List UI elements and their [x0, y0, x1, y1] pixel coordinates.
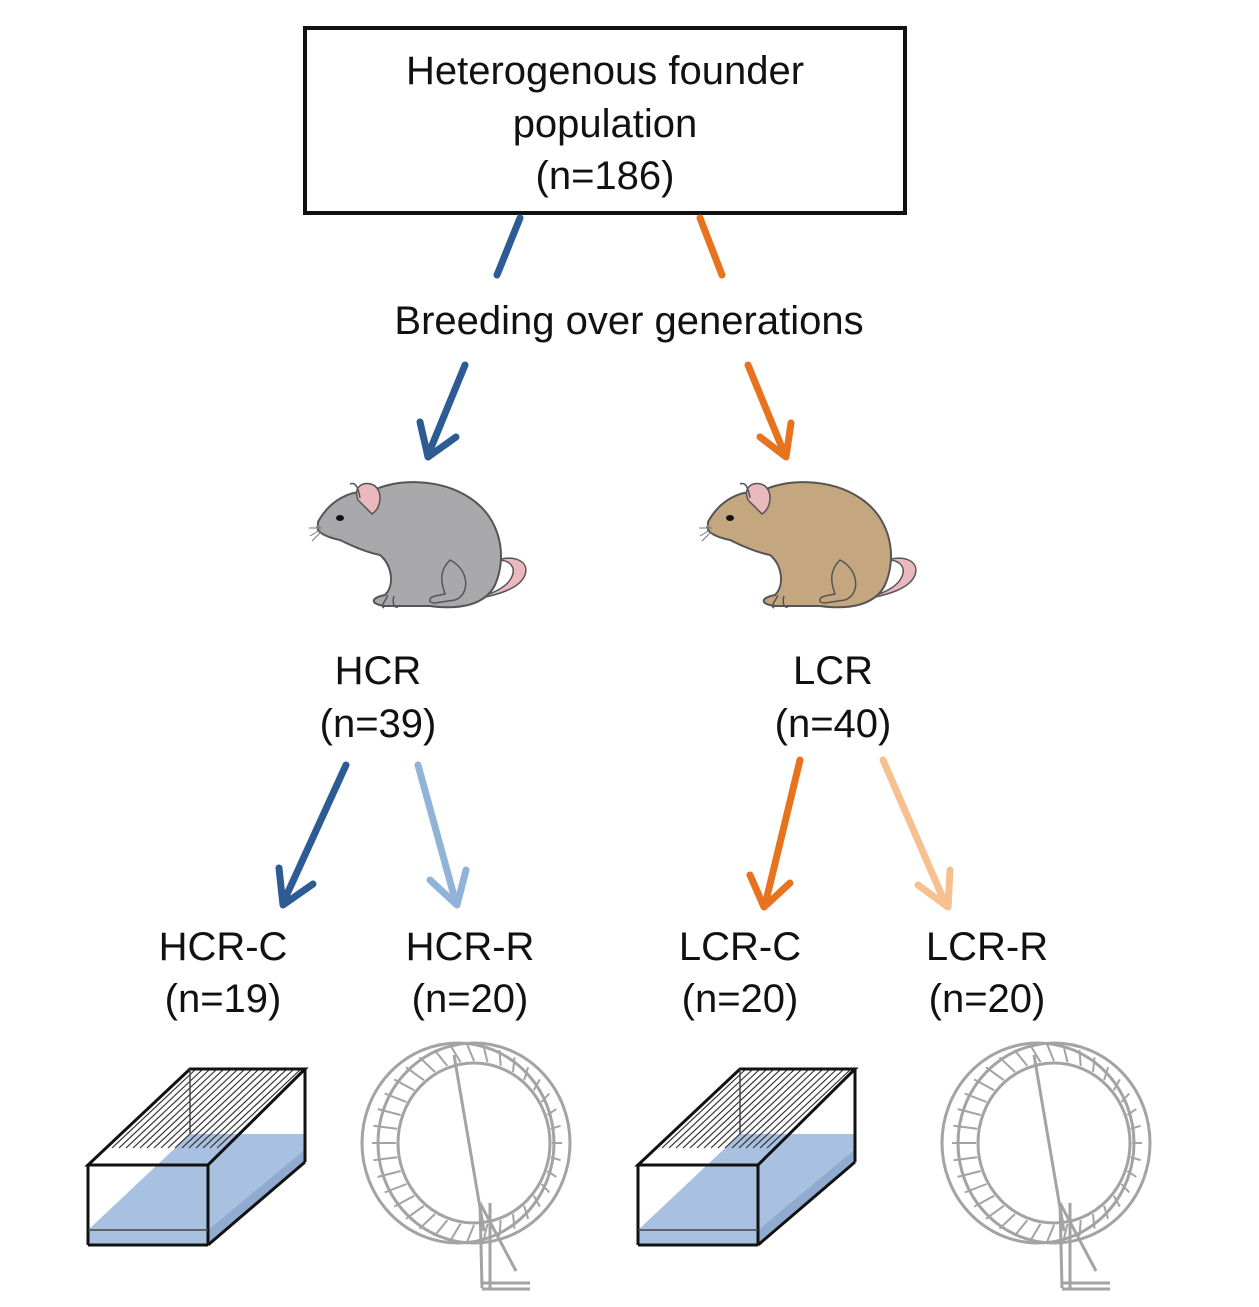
hcr-c-count: (n=19): [165, 977, 282, 1021]
lcr-r-count: (n=20): [929, 977, 1046, 1021]
founder-title-line2: population: [513, 102, 698, 146]
hcr-label: HCR: [335, 649, 422, 693]
hcr-r-count: (n=20): [412, 977, 529, 1021]
hcr-count: (n=39): [320, 702, 437, 746]
lcr-r-running-wheel-icon: [940, 1041, 1152, 1291]
hcr-r-running-wheel-icon: [360, 1041, 572, 1291]
lcr-c-count: (n=20): [682, 977, 799, 1021]
lcr-count: (n=40): [775, 702, 892, 746]
hcr-rat-icon: [309, 481, 527, 609]
hcr-c-label: HCR-C: [159, 925, 288, 969]
lcr-c-cage-icon: [636, 1067, 857, 1247]
lcr-breeding-line-top: [696, 214, 726, 279]
lcr-label: LCR: [793, 649, 873, 693]
hcr-r-label: HCR-R: [406, 925, 535, 969]
breeding-label: Breeding over generations: [394, 299, 863, 343]
hcr-breeding-arrow: [416, 361, 469, 461]
lcr-c-label: LCR-C: [679, 925, 801, 969]
hcr-c-cage-icon: [86, 1067, 307, 1247]
founder-population-box: Heterogenous founder population (n=186): [303, 26, 907, 215]
lcr-r-label: LCR-R: [926, 925, 1048, 969]
lcr-breeding-arrow: [744, 361, 795, 461]
hcr-r-arrow: [414, 761, 470, 909]
hcr-c-arrow: [275, 761, 350, 909]
hcr-breeding-line-top: [493, 214, 524, 279]
lcr-r-arrow: [879, 756, 954, 911]
lcr-rat-icon: [699, 481, 917, 609]
founder-title-line1: Heterogenous founder: [406, 49, 804, 93]
founder-count: (n=186): [536, 154, 675, 198]
lcr-c-arrow: [746, 756, 804, 911]
